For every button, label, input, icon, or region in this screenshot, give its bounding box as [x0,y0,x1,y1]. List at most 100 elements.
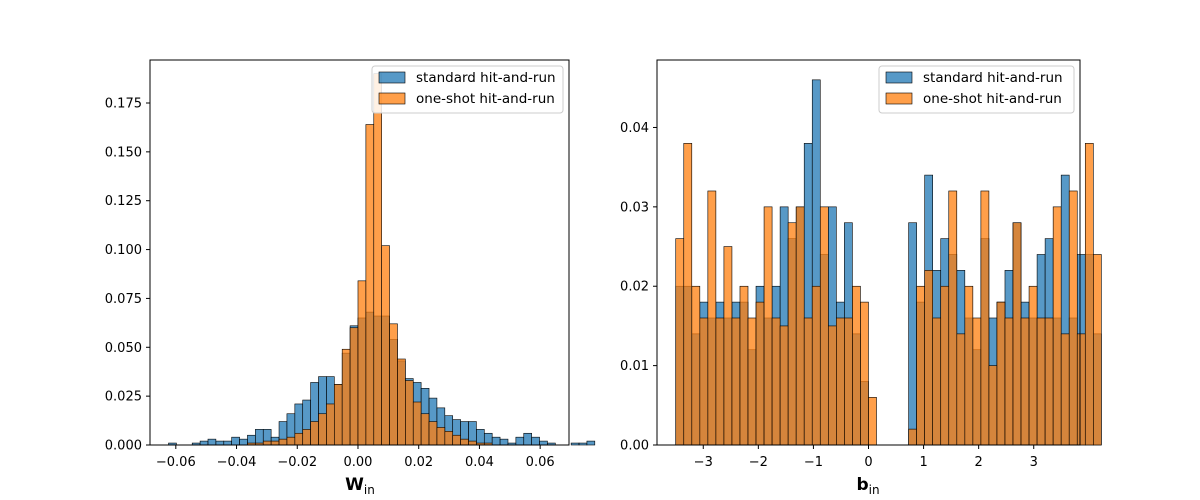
left-bar-standard [199,440,209,446]
right-bar-oneshot [691,285,701,446]
right-bar-standard [908,222,917,446]
left-bar-standard [491,436,501,446]
right-legend-label-oneshot: one-shot hit-and-run [923,91,1062,107]
right-bar-oneshot [819,206,829,446]
left-bar-oneshot [341,348,351,446]
left-x-tick-label: 0.00 [344,455,373,470]
left-bar-standard [239,438,248,446]
right-bar-oneshot [763,206,773,446]
right-bar-oneshot [803,317,813,446]
left-bar-standard [578,442,588,446]
left-bar-standard [223,440,232,446]
right-y-ticks: 0.00 0.01 0.02 0.03 0.04 [620,121,657,454]
left-bar-standard [499,438,509,446]
right-bar-oneshot [795,206,805,446]
right-bar-oneshot [699,317,709,446]
left-legend: standard hit-and-run one-shot hit-and-ru… [371,65,564,114]
right-y-tick-label: 0.01 [620,359,649,374]
left-y-tick-label: 0.175 [105,96,142,111]
left-x-ticks: −0.06 −0.04 −0.02 0.00 0.02 0.04 0.06 [156,445,555,470]
left-bar-oneshot [333,384,343,446]
left-x-tick-label: 0.04 [465,455,494,470]
right-bar-oneshot [1060,333,1070,446]
left-plot-frame [149,59,570,446]
right-bar-oneshot [860,301,869,446]
left-bar-oneshot [357,280,367,446]
right-bar-oneshot [1044,317,1054,446]
left-bar-standard [539,440,548,446]
left-bar-oneshot [452,434,461,446]
right-bar-oneshot [1004,317,1014,446]
right-x-axis-label: bin [856,475,879,497]
right-x-tick-label: 2 [975,455,983,470]
right-bar-oneshot [1093,254,1102,446]
left-bar-oneshot [444,431,454,446]
right-bar-oneshot [1068,190,1078,446]
right-legend-label-standard: standard hit-and-run [923,70,1063,86]
right-bar-oneshot [924,270,933,446]
right-bar-oneshot [827,325,837,446]
right-bar-oneshot [731,317,741,446]
left-legend-swatch-standard [378,71,406,84]
left-y-tick-label: 0.050 [105,341,142,356]
left-bar-oneshot [302,429,311,446]
left-bar-standard [523,432,532,446]
right-bar-oneshot [1052,206,1062,446]
right-bar-oneshot [932,317,942,446]
left-bar-oneshot [286,436,296,446]
right-bar-oneshot [1084,143,1094,446]
left-x-tick-label: 0.02 [404,455,433,470]
right-x-tick-label: 0 [864,455,872,470]
right-bar-oneshot [844,317,853,446]
right-y-tick-label: 0.00 [620,439,649,454]
left-bar-oneshot [381,245,390,446]
left-bar-oneshot [326,403,335,446]
left-bar-oneshot [270,440,280,446]
left-bar-oneshot [294,432,304,446]
left-x-tick-label: −0.02 [277,455,317,470]
right-bar-oneshot [996,301,1006,446]
left-bar-oneshot [389,323,398,446]
left-x-axis-label: Win [345,475,375,497]
left-bar-oneshot [428,421,438,446]
left-legend-label-oneshot: one-shot hit-and-run [416,91,555,107]
right-bar-oneshot [836,317,845,446]
right-x-tick-label: 1 [919,455,927,470]
left-bar-oneshot [460,438,469,446]
right-x-tick-label: 3 [1030,455,1038,470]
left-bar-standard [231,436,240,446]
right-bar-oneshot [747,317,757,446]
left-bar-oneshot [262,440,272,446]
left-x-tick-label: 0.06 [526,455,555,470]
right-bar-oneshot [980,190,990,446]
left-y-tick-label: 0.000 [105,439,142,454]
right-bar-oneshot [1028,285,1038,446]
left-bar-oneshot [349,327,359,446]
left-bar-standard [531,436,540,446]
left-y-tick-label: 0.025 [105,390,142,405]
left-bar-oneshot [412,401,422,446]
right-bar-oneshot [723,246,733,446]
right-legend-swatch-oneshot [885,92,913,105]
right-bar-oneshot [948,190,958,446]
right-bar-oneshot [988,365,998,446]
right-bar-oneshot [1036,317,1046,446]
right-bar-oneshot [683,143,693,446]
right-bar-oneshot [940,285,950,446]
left-bar-oneshot [373,73,382,446]
left-x-tick-label: −0.06 [156,455,196,470]
right-legend: standard hit-and-run one-shot hit-and-ru… [878,65,1075,114]
left-y-ticks: 0.000 0.025 0.050 0.075 0.100 0.125 0.150 0.175 [105,96,150,454]
right-histogram-panel: −3 −2 −1 0 1 2 3 0.00 0.01 0.02 0.03 0.04 bin stan… [620,59,1102,497]
left-histogram-panel: −0.06 −0.04 −0.02 0.00 0.02 0.04 0.06 0.000 0.0… [105,59,596,497]
left-bar-standard [570,442,580,446]
right-bar-oneshot [868,397,877,446]
right-bar-oneshot [707,190,717,446]
left-y-tick-label: 0.100 [105,243,142,258]
right-bar-oneshot [715,317,725,446]
left-bar-standard [586,440,596,446]
right-bar-oneshot [755,301,765,446]
left-x-tick-label: −0.04 [217,455,257,470]
right-bar-oneshot [811,285,821,446]
right-x-ticks: −3 −2 −1 0 1 2 3 [694,445,1038,470]
